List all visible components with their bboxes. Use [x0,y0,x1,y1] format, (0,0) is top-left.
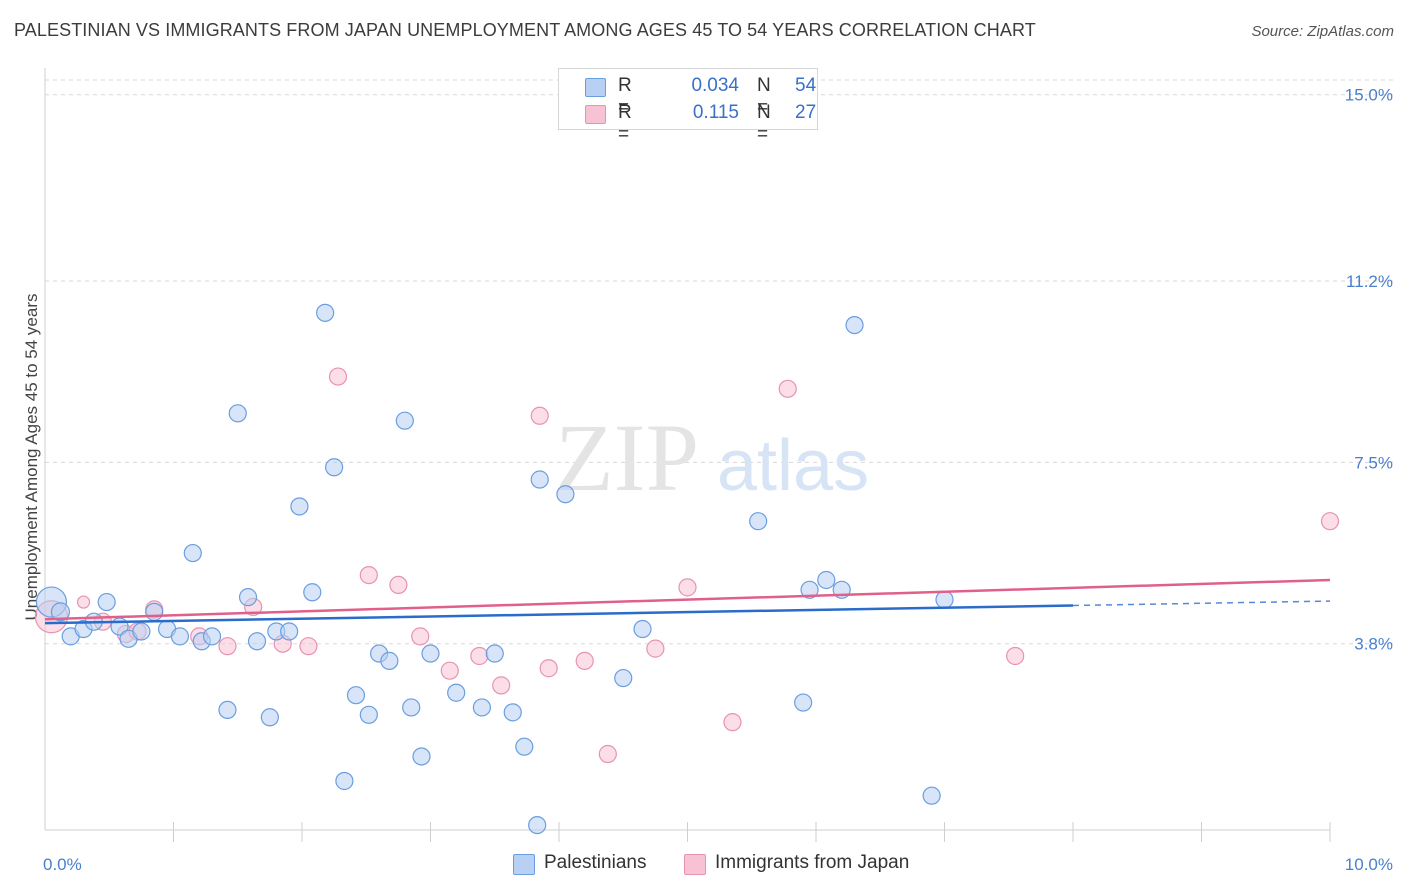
y-tick-label: 3.8% [1354,635,1393,654]
legend-swatch-pink [585,105,606,124]
japan-point [575,651,594,670]
palestinian-point [528,815,547,835]
palestinian-point [556,485,575,504]
legend-r-value: 0.034 [691,75,739,96]
legend-r-label: R = [618,102,632,145]
legend-n-value: 54 [795,75,817,96]
y-tick-labels: 3.8% 7.5% 11.2% 15.0% [1345,86,1393,654]
legend-n-label: N = [757,75,771,118]
bottom-legend-label: Immigrants from Japan [715,852,910,873]
palestinian-point [845,315,864,335]
legend-n-value: 27 [795,102,817,123]
palestinian-point [447,683,466,702]
japan-point [778,379,797,398]
japan-point [299,637,318,656]
palestinian-point [421,644,440,663]
palestinian-point [335,771,354,791]
palestinian-point [935,590,954,609]
legend-swatch-blue [585,78,606,97]
palestinian-point [380,651,399,670]
palestinian-point [472,698,491,717]
palestinian-point [247,632,267,651]
palestinian-point [280,622,299,641]
japan-point [440,661,459,680]
palestinian-point [800,580,819,599]
palestinian-point [218,700,237,720]
chart-title: PALESTINIAN VS IMMIGRANTS FROM JAPAN UNE… [14,20,1036,40]
japan-point [218,637,237,656]
watermark: ZIP atlas [555,404,869,511]
bottom-legend-swatch-pink [684,854,706,875]
y-tick-label: 11.2% [1346,272,1393,291]
palestinian-point [633,619,652,639]
source-credit: Source: ZipAtlas.com [1251,23,1394,40]
palestinian-point [817,570,836,590]
palestinian-point [170,627,190,646]
palestinian-point [260,708,279,727]
palestinian-point [202,627,222,646]
y-tick-label: 15.0% [1345,86,1393,105]
x-tick-labels: 0.0% 10.0% [43,855,1393,874]
gridlines [45,79,1395,645]
japan-point [723,713,742,732]
palestinian-point [614,668,633,688]
palestinian-point [290,497,309,516]
palestinian-point [325,458,344,477]
x-tick-label: 0.0% [43,855,82,874]
japan-point [1006,646,1025,666]
japan-point [646,639,665,658]
japan-point [530,406,549,425]
axes [44,68,1331,842]
japan-point [470,646,489,666]
watermark-atlas: atlas [717,426,869,506]
japan-point [76,595,91,609]
palestinian-point [50,602,71,622]
palestinian-point [303,583,322,602]
palestinian-point [359,705,378,724]
y-tick-label: 7.5% [1354,453,1393,472]
palestinian-trend-line [44,604,1074,625]
japan-point [411,627,430,646]
palestinian-point [346,686,366,705]
palestinian-point [132,622,151,641]
palestinian-point [794,693,813,712]
palestinian-point [395,411,414,430]
japan-point [678,578,697,597]
palestinian-point [238,588,258,607]
japan-point [492,676,511,695]
trend-lines [44,578,1331,625]
palestinian-point [922,786,941,805]
series-blue-points [35,303,954,835]
palestinian-trend-extension [1072,600,1331,607]
watermark-zip: ZIP [555,404,699,511]
bottom-legend-swatch-blue [513,854,535,875]
palestinian-point [412,747,431,766]
bottom-legend-label: Palestinians [544,852,647,873]
palestinian-point [485,644,504,663]
japan-point [539,659,558,678]
japan-point [598,744,617,764]
palestinian-point [402,698,421,717]
palestinian-point [183,543,202,563]
japan-point [389,575,408,595]
palestinian-point [515,737,534,756]
legend-r-label: R = [618,75,632,118]
japan-point [1320,512,1340,531]
palestinian-point [530,470,549,489]
legend-r-value: 0.115 [692,102,739,123]
x-tick-label: 10.0% [1345,855,1393,874]
y-axis-label: Unemployment Among Ages 45 to 54 years [22,294,41,621]
palestinian-point [503,703,522,722]
palestinian-point [316,303,335,322]
palestinian-point [749,512,768,531]
legend-n-label: N = [757,102,771,145]
palestinian-point [97,592,116,612]
palestinian-point [145,602,164,621]
palestinian-point [228,404,247,423]
japan-point [328,367,348,386]
japan-trend-line [44,578,1331,621]
correlation-legend: R = 0.034 N = 54 R = 0.115 N = 27 [558,68,818,145]
japan-point [359,565,378,585]
